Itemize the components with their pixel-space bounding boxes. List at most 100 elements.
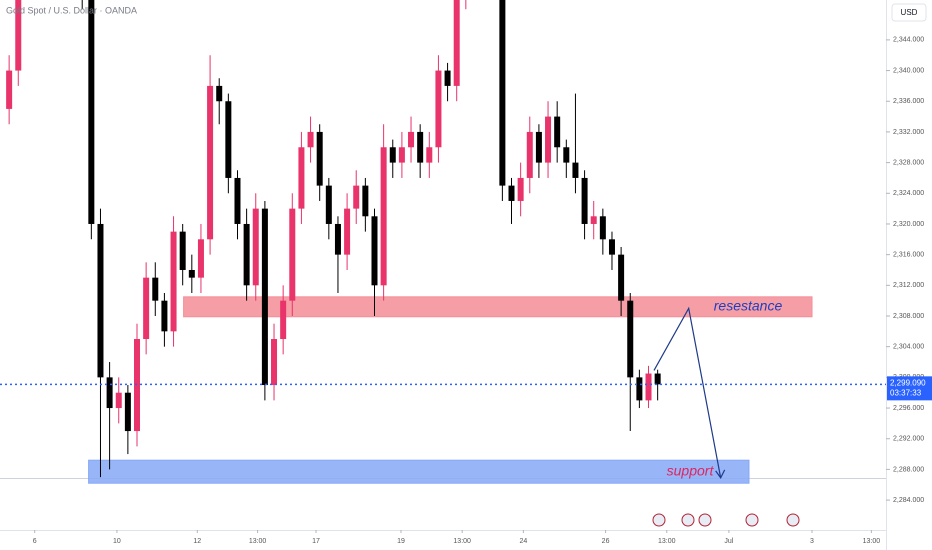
zone (183, 296, 813, 318)
candle-body (608, 239, 615, 255)
candle-body (499, 0, 506, 186)
y-tick-label: 2,284.000 (893, 497, 924, 504)
candle-body (526, 131, 533, 178)
candle-body (645, 373, 652, 401)
candle-body (15, 0, 22, 71)
candle-body (143, 277, 150, 340)
candle-body (97, 223, 104, 378)
candle-body (389, 147, 396, 163)
candle-body (207, 85, 214, 240)
candle-body (435, 70, 442, 148)
candle-body (426, 147, 433, 163)
candle-body (307, 131, 314, 148)
candle-body (170, 231, 177, 332)
y-tick-label: 2,340.000 (893, 67, 924, 74)
candle-body (197, 239, 204, 278)
candle-body (161, 300, 168, 332)
candle-body (627, 300, 634, 378)
y-tick-label: 2,308.000 (893, 313, 924, 320)
x-tick-label: 24 (519, 538, 527, 545)
candle-body (280, 300, 287, 340)
chart-title: Gold Spot / U.S. Dollar · OANDA (6, 5, 137, 15)
event-icons (652, 513, 800, 527)
candle-body (334, 223, 341, 255)
x-tick-label: 17 (312, 538, 320, 545)
plot (6, 0, 813, 484)
candle-body (508, 185, 515, 201)
x-tick-label: 26 (602, 538, 610, 545)
y-tick-label: 2,312.000 (893, 282, 924, 289)
candle-body (316, 131, 323, 186)
candle-body (554, 116, 561, 148)
candle-body (581, 177, 588, 224)
arrow-head (715, 469, 726, 480)
zone-label: support (667, 462, 715, 478)
candle-body (636, 377, 643, 401)
candle-body (252, 208, 259, 286)
candle-body (88, 0, 95, 224)
candle-body (353, 185, 360, 209)
candle-body (234, 177, 241, 224)
y-tick-label: 2,324.000 (893, 190, 924, 197)
candle-body (106, 377, 113, 409)
candle-body (289, 208, 296, 301)
y-tick-label: 2,292.000 (893, 436, 924, 443)
candle-body (188, 269, 195, 278)
last-price-label: 2,299.090 (890, 378, 926, 387)
candle-body (535, 131, 542, 163)
x-tick-label: 19 (397, 538, 405, 545)
candle-body (599, 216, 606, 240)
candle-body (380, 147, 387, 286)
x-tick-label: 12 (193, 538, 201, 545)
candle-body (298, 147, 305, 209)
zone-label: resestance (714, 298, 783, 314)
y-tick-label: 2,336.000 (893, 98, 924, 105)
currency: USD (901, 8, 918, 17)
candle-body (261, 208, 268, 386)
candle-body (545, 116, 552, 163)
y-tick-label: 2,296.000 (893, 405, 924, 412)
y-tick-label: 2,320.000 (893, 221, 924, 228)
last-price-box (887, 376, 932, 401)
candle-body (590, 216, 597, 224)
candle-body (453, 0, 460, 86)
y-tick-label: 2,344.000 (893, 37, 924, 44)
y-tick-label: 2,288.000 (893, 466, 924, 473)
y-tick-label: 2,304.000 (893, 344, 924, 351)
countdown: 03:37:33 (890, 388, 922, 397)
candle-body (271, 339, 278, 386)
candle-body (179, 231, 186, 270)
projection-arrow (653, 306, 722, 478)
x-tick-label: 10 (113, 538, 121, 545)
candle-body (362, 185, 369, 217)
candle-body (517, 177, 524, 201)
currency-box[interactable] (891, 3, 927, 22)
candle-body (134, 339, 141, 432)
candle-body (618, 254, 625, 301)
x-tick-label: 13:00 (453, 538, 471, 545)
candle-body (225, 101, 232, 178)
candle-body (124, 392, 131, 432)
candle-body (325, 185, 332, 224)
candle-body (654, 373, 661, 385)
x-tick-label: 6 (33, 538, 37, 545)
candle-body (417, 131, 424, 163)
candle-body (371, 216, 378, 286)
y-tick-label: 2,316.000 (893, 251, 924, 258)
candle-body (6, 70, 13, 109)
x-tick-label: Jul (724, 538, 733, 545)
x-tick-label: 13:00 (863, 538, 881, 545)
candle-body (115, 392, 122, 409)
candle-body (243, 223, 250, 286)
candle-body (444, 70, 451, 86)
candle-body (152, 277, 159, 301)
y-tick-label: 2,328.000 (893, 159, 924, 166)
x-tick-label: 13:00 (658, 538, 676, 545)
candle-body (563, 147, 570, 163)
zone (88, 459, 750, 484)
candle-body (572, 162, 579, 178)
y-tick-label: 2,332.000 (893, 129, 924, 136)
candle-body (344, 208, 351, 255)
candle-body (398, 147, 405, 163)
